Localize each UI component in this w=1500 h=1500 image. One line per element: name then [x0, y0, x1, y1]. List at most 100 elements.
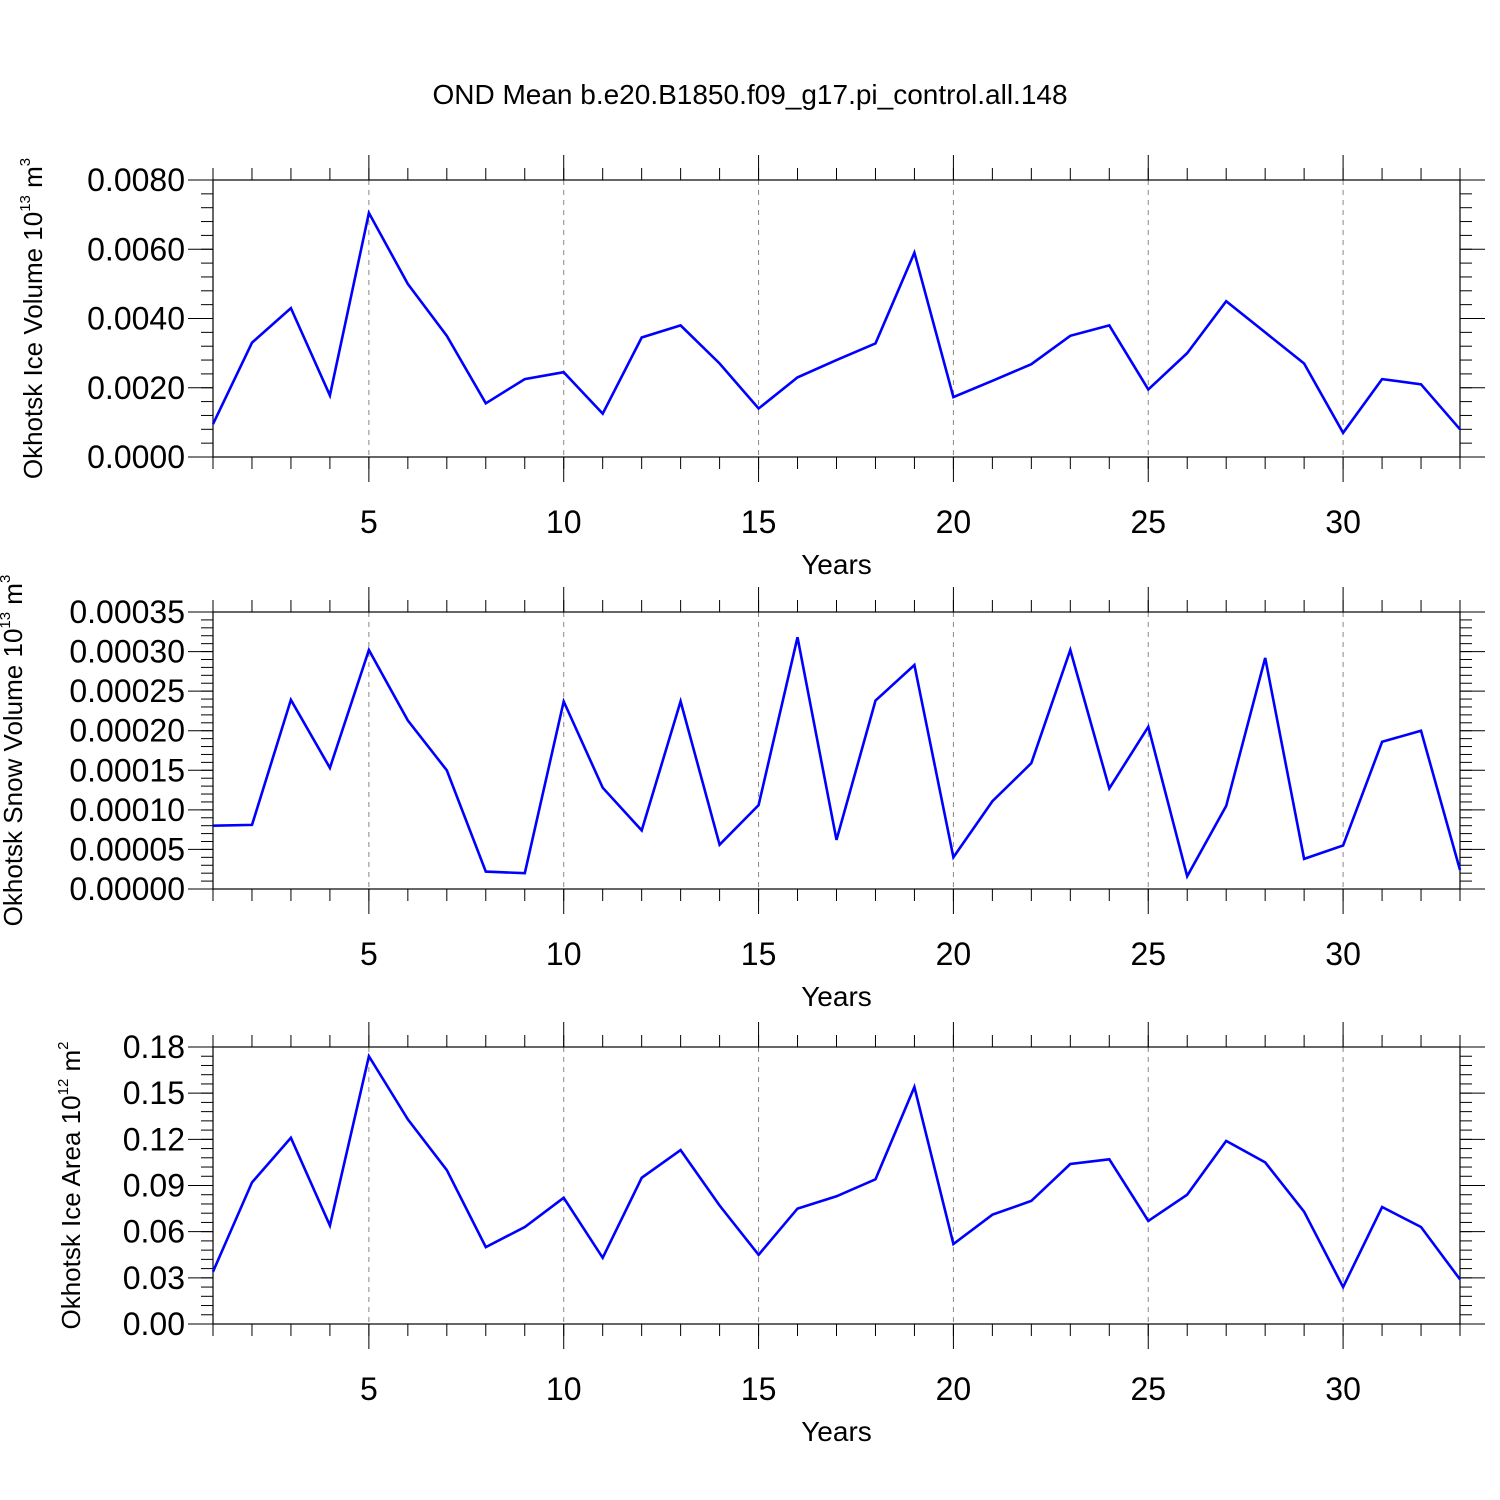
- x-tick-label: 15: [741, 504, 777, 540]
- ice-area-panel: 0.00 0.03 0.06 0.09 0.12 0.15 0.18 5 10 15 20 25 30 Y…: [55, 1022, 1485, 1447]
- data-point: [1303, 362, 1305, 364]
- chart-title: OND Mean b.e20.B1850.f09_g17.pi_control.…: [432, 79, 1067, 110]
- data-point: [835, 1195, 837, 1197]
- series-line: [212, 637, 1462, 880]
- data-point: [1069, 649, 1071, 651]
- x-tick-label: 10: [546, 1371, 582, 1407]
- data-point: [991, 1214, 993, 1216]
- y-axis-title-unit-exponent: 2: [55, 1041, 72, 1049]
- y-tick-label: 0.0000: [87, 439, 185, 475]
- data-point: [1459, 869, 1461, 871]
- data-point: [1108, 324, 1110, 326]
- data-point: [1147, 388, 1149, 390]
- data-point: [601, 786, 603, 788]
- data-point: [1186, 875, 1188, 877]
- x-tick-label: 30: [1325, 936, 1361, 972]
- data-point: [1069, 1163, 1071, 1165]
- data-point: [757, 804, 759, 806]
- y-axis-title-exponent: 13: [17, 195, 34, 212]
- data-point: [991, 800, 993, 802]
- data-point: [251, 342, 253, 344]
- y-tick-label: 0.15: [123, 1075, 185, 1111]
- y-tick-label: 0.00000: [69, 871, 185, 907]
- data-point: [329, 394, 331, 396]
- x-tick-label: 20: [936, 504, 972, 540]
- data-point: [640, 1177, 642, 1179]
- data-point: [1420, 383, 1422, 385]
- data-point: [524, 1226, 526, 1228]
- y-tick-label: 0.18: [123, 1029, 185, 1065]
- data-point: [874, 342, 876, 344]
- data-point: [446, 1169, 448, 1171]
- y-axis-title-main: Okhotsk Ice Volume 10: [18, 212, 48, 479]
- x-tick-label: 20: [936, 936, 972, 972]
- data-point: [679, 324, 681, 326]
- data-point: [1186, 352, 1188, 354]
- x-tick-label: 30: [1325, 504, 1361, 540]
- data-point: [212, 423, 214, 425]
- data-point: [290, 699, 292, 701]
- x-axis-title: Years: [801, 1416, 872, 1447]
- y-axis-title-unit: m: [56, 1050, 86, 1079]
- y-axis-title-unit: m: [0, 583, 28, 612]
- x-tick-label: 5: [360, 1371, 378, 1407]
- x-tick-label: 10: [546, 936, 582, 972]
- y-axis-title-unit-exponent: 3: [17, 158, 34, 166]
- x-tick-label: 5: [360, 936, 378, 972]
- data-point: [446, 769, 448, 771]
- y-axis-title-main: Okhotsk Ice Area 10: [56, 1095, 86, 1329]
- data-point: [796, 636, 798, 638]
- data-point: [796, 1207, 798, 1209]
- data-point: [1186, 1194, 1188, 1196]
- data-point: [1264, 1161, 1266, 1163]
- data-point: [874, 1178, 876, 1180]
- data-point: [524, 872, 526, 874]
- data-point: [1108, 787, 1110, 789]
- series-line: [211, 1052, 1462, 1290]
- data-point: [1147, 1220, 1149, 1222]
- x-tick-label: 15: [741, 1371, 777, 1407]
- y-axis-title-exponent: 12: [55, 1079, 72, 1096]
- data-point: [874, 699, 876, 701]
- data-point: [1381, 1206, 1383, 1208]
- data-point: [251, 1181, 253, 1183]
- data-point: [679, 1149, 681, 1151]
- y-tick-label: 0.00035: [69, 594, 185, 630]
- data-point: [640, 829, 642, 831]
- plot-frame: [212, 1046, 1461, 1325]
- data-point: [1303, 1210, 1305, 1212]
- x-tick-label: 5: [360, 504, 378, 540]
- x-tick-label: 25: [1130, 936, 1166, 972]
- y-tick-label: 0.0060: [87, 231, 185, 267]
- y-axis-title-main: Okhotsk Snow Volume 10: [0, 629, 28, 927]
- y-tick-label: 0.0040: [87, 301, 185, 337]
- y-tick-label: 0.00025: [69, 673, 185, 709]
- data-point: [407, 283, 409, 285]
- data-point: [290, 1137, 292, 1139]
- data-point: [1147, 726, 1149, 728]
- data-point: [329, 1224, 331, 1226]
- y-tick-label: 0.0080: [87, 162, 185, 198]
- data-point: [290, 307, 292, 309]
- data-point: [407, 1118, 409, 1120]
- data-point: [1030, 363, 1032, 365]
- data-point: [212, 824, 214, 826]
- data-point: [1381, 741, 1383, 743]
- data-point: [679, 700, 681, 702]
- data-point: [1342, 844, 1344, 846]
- data-point: [757, 407, 759, 409]
- data-point: [991, 380, 993, 382]
- data-point: [718, 843, 720, 845]
- data-point: [368, 649, 370, 651]
- data-point: [563, 371, 565, 373]
- data-point: [640, 336, 642, 338]
- data-point: [407, 719, 409, 721]
- x-tick-label: 15: [741, 936, 777, 972]
- data-point: [563, 1197, 565, 1199]
- data-point: [913, 252, 915, 254]
- data-point: [368, 212, 370, 214]
- y-tick-label: 0.00030: [69, 634, 185, 670]
- data-point: [601, 413, 603, 415]
- data-point: [485, 402, 487, 404]
